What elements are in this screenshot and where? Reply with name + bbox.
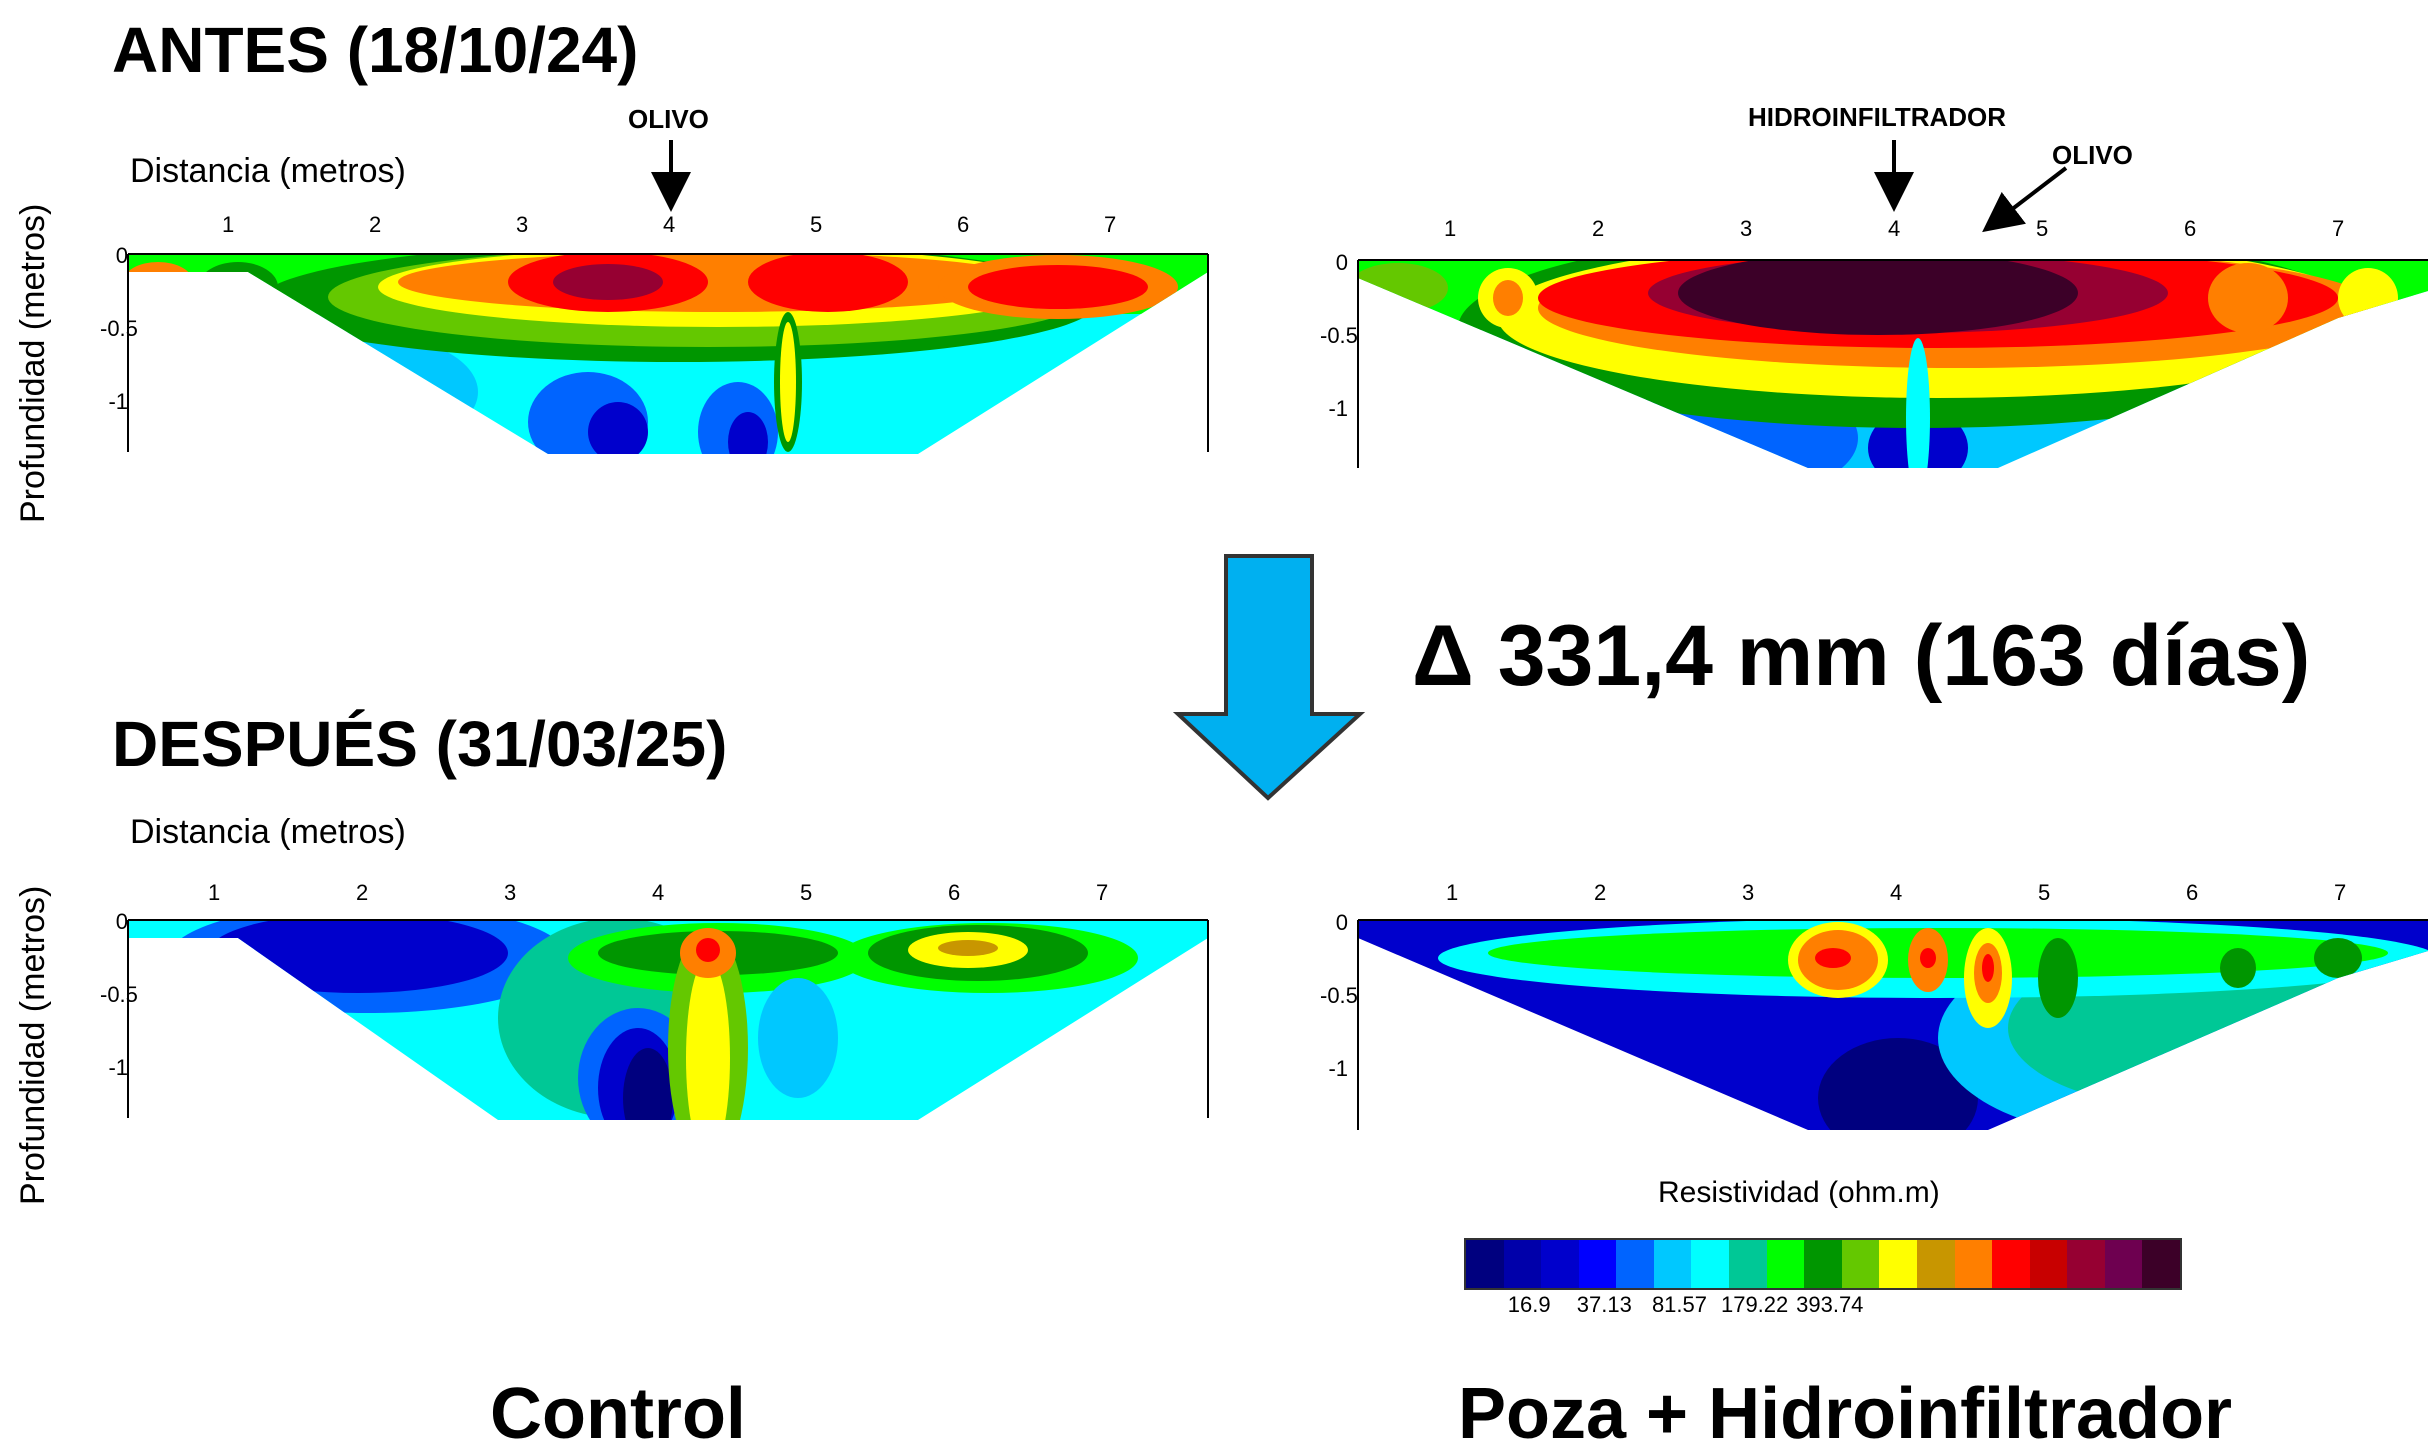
after-title: DESPUÉS (31/03/25) bbox=[112, 708, 728, 780]
x-tick-label: 7 bbox=[2334, 880, 2347, 905]
x-tick-label: 3 bbox=[504, 880, 517, 905]
panel-before-control bbox=[127, 253, 1209, 454]
scale-swatch bbox=[1691, 1240, 1730, 1288]
x-tick-label: 3 bbox=[1740, 216, 1753, 241]
scale-swatch bbox=[1578, 1240, 1617, 1288]
scale-swatch bbox=[1503, 1240, 1542, 1288]
scale-swatch bbox=[1992, 1240, 2030, 1288]
scale-swatch bbox=[1916, 1240, 1955, 1288]
y-tick-label: -0.5 bbox=[100, 982, 138, 1007]
panel-after-treatment bbox=[1357, 919, 2428, 1130]
x-tick-label: 4 bbox=[652, 880, 665, 905]
y-tick-label: -1 bbox=[108, 389, 128, 414]
x-tick-label: 7 bbox=[1096, 880, 1109, 905]
x-tick-label: 2 bbox=[1594, 880, 1607, 905]
x-tick-label: 5 bbox=[800, 880, 813, 905]
scale-tick-label: 16.9 bbox=[1507, 1292, 1551, 1317]
x-tick-label: 4 bbox=[663, 212, 676, 237]
olivo-label-control: OLIVO bbox=[628, 104, 709, 134]
x-tick-label: 1 bbox=[222, 212, 235, 237]
hidroinfiltrador-label: HIDROINFILTRADOR bbox=[1748, 102, 2007, 132]
x-tick-label: 3 bbox=[1742, 880, 1755, 905]
y-tick-label: -1 bbox=[1328, 396, 1348, 421]
y-tick-label: -1 bbox=[108, 1055, 128, 1080]
x-tick-label: 2 bbox=[356, 880, 369, 905]
y-tick-label: -0.5 bbox=[1320, 323, 1358, 348]
scale-swatch bbox=[1954, 1240, 1993, 1288]
control-label: Control bbox=[490, 1374, 746, 1454]
x-tick-label: 6 bbox=[948, 880, 961, 905]
scale-swatch bbox=[1541, 1240, 1579, 1288]
x-tick-label: 1 bbox=[1446, 880, 1459, 905]
x-tick-label: 1 bbox=[1444, 216, 1457, 241]
delta-label: Δ 331,4 mm (163 días) bbox=[1412, 608, 2311, 704]
olivo-label-treatment: OLIVO bbox=[2052, 140, 2133, 170]
scale-tick-label: 37.13 bbox=[1576, 1292, 1632, 1317]
x-tick-label: 5 bbox=[2038, 880, 2051, 905]
y-tick-label: -0.5 bbox=[100, 316, 138, 341]
scale-swatch bbox=[2142, 1240, 2180, 1288]
scale-title: Resistividad (ohm.m) bbox=[1658, 1176, 1940, 1209]
distance-axis-title-top: Distancia (metros) bbox=[130, 152, 406, 190]
x-tick-label: 4 bbox=[1888, 216, 1901, 241]
panel-before-treatment bbox=[1357, 259, 2428, 468]
olivo-arrow-treatment bbox=[1982, 166, 2068, 233]
scale-swatch bbox=[1616, 1240, 1654, 1288]
treatment-label: Poza + Hidroinfiltrador bbox=[1458, 1374, 2233, 1454]
x-tick-label: 4 bbox=[1890, 880, 1903, 905]
scale-tick-label: 393.74 bbox=[1796, 1292, 1864, 1317]
x-tick-label: 6 bbox=[957, 212, 970, 237]
scale-swatch bbox=[1804, 1240, 1842, 1288]
distance-axis-title-bottom: Distancia (metros) bbox=[130, 813, 406, 851]
x-tick-label: 2 bbox=[1592, 216, 1605, 241]
x-tick-label: 6 bbox=[2186, 880, 2199, 905]
y-tick-label: 0 bbox=[1335, 910, 1348, 935]
x-tick-label: 1 bbox=[208, 880, 221, 905]
x-tick-label: 7 bbox=[1104, 212, 1117, 237]
before-title: ANTES (18/10/24) bbox=[112, 14, 639, 86]
scale-swatch bbox=[2067, 1240, 2105, 1288]
scale-swatch bbox=[1466, 1240, 1504, 1288]
y-tick-label: -1 bbox=[1328, 1056, 1348, 1081]
y-tick-label: 0 bbox=[115, 909, 128, 934]
scale-swatch bbox=[2029, 1240, 2068, 1288]
scale-tick-label: 179.22 bbox=[1720, 1292, 1789, 1317]
scale-swatch bbox=[1879, 1240, 1917, 1288]
x-tick-label: 5 bbox=[2036, 216, 2049, 241]
scale-swatch bbox=[1729, 1240, 1767, 1288]
y-tick-label: -0.5 bbox=[1320, 983, 1358, 1008]
x-tick-label: 2 bbox=[369, 212, 382, 237]
scale-tick-label: 81.57 bbox=[1651, 1292, 1707, 1317]
scale-swatch bbox=[1841, 1240, 1880, 1288]
scale-swatch bbox=[1653, 1240, 1692, 1288]
x-tick-label: 6 bbox=[2184, 216, 2197, 241]
x-tick-label: 7 bbox=[2332, 216, 2345, 241]
panel-after-control bbox=[127, 919, 1209, 1120]
scale-swatch bbox=[1766, 1240, 1805, 1288]
y-tick-label: 0 bbox=[1335, 250, 1348, 275]
scale-swatch bbox=[2104, 1240, 2143, 1288]
x-tick-label: 5 bbox=[810, 212, 823, 237]
x-tick-label: 3 bbox=[516, 212, 529, 237]
y-tick-label: 0 bbox=[115, 243, 128, 268]
color-scale-bar bbox=[1464, 1238, 2182, 1290]
